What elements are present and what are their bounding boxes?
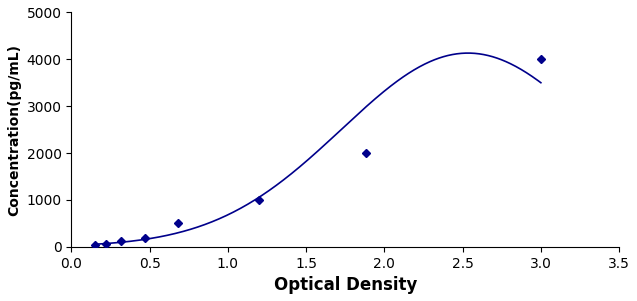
X-axis label: Optical Density: Optical Density: [273, 276, 417, 294]
Y-axis label: Concentration(pg/mL): Concentration(pg/mL): [7, 44, 21, 216]
